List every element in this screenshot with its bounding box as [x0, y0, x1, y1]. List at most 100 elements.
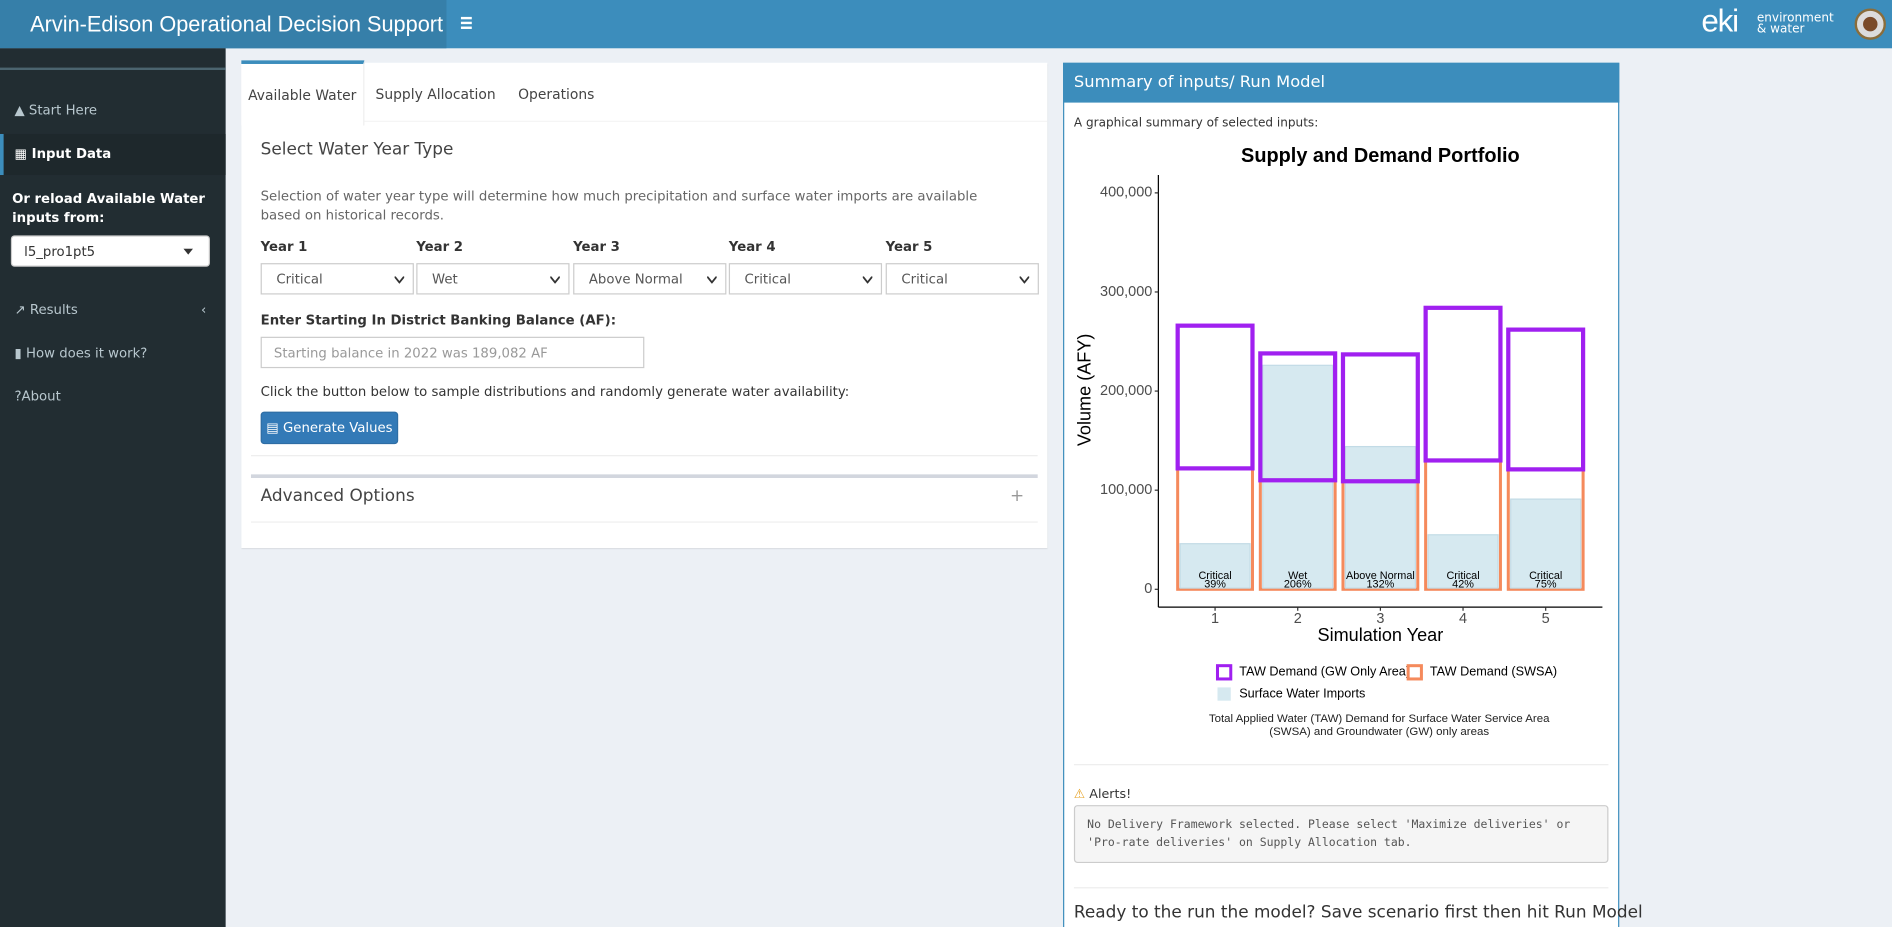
bar-imports — [1262, 364, 1334, 589]
seal — [1854, 8, 1886, 40]
x-tick-label: 3 — [1376, 611, 1384, 627]
alert-message: No Delivery Framework selected. Please s… — [1073, 805, 1609, 864]
nav-label: Input Data — [31, 146, 112, 162]
y-tick-label: 300,000 — [1100, 284, 1152, 300]
nav-item[interactable]: ▦ Input Data — [0, 133, 226, 176]
bar-percent-label: 39% — [1204, 578, 1226, 590]
nav-item[interactable]: ↗ Results ‹ — [14, 301, 207, 318]
legend-swatch — [1217, 687, 1231, 701]
summary-box — [1063, 62, 1620, 927]
rule — [250, 455, 1038, 457]
caret — [1019, 276, 1030, 284]
legend-label: TAW Demand (GW Only Area) — [1239, 665, 1410, 679]
nav-item[interactable]: ▲ Start Here — [14, 102, 98, 119]
bar-percent-label: 42% — [1452, 578, 1474, 590]
bar-imports — [1179, 543, 1251, 589]
run-text: Ready to the run the model? Save scenari… — [1073, 902, 1643, 923]
year-select[interactable]: Critical — [260, 263, 414, 295]
caret — [394, 276, 405, 284]
logo-line: environment — [1756, 12, 1834, 26]
menu-toggle[interactable] — [460, 16, 474, 30]
bar-gw — [1340, 352, 1420, 484]
legend-swatch — [1215, 664, 1233, 681]
description: Selection of water year type will determ… — [260, 188, 978, 224]
tab-active[interactable]: Available Water — [241, 60, 365, 126]
legend-label: Surface Water Imports — [1239, 686, 1365, 700]
app-title: Arvin-Edison Operational Decision Suppor… — [0, 0, 447, 49]
year-label: Year 3 — [573, 238, 620, 255]
generate-text: Click the button below to sample distrib… — [260, 383, 850, 400]
bar-type-label: Critical — [1446, 570, 1479, 582]
select-value: Critical — [901, 271, 948, 288]
select-value: l5_pro1pt5 — [24, 243, 96, 260]
nav-label: Start Here — [28, 102, 98, 119]
bar-imports — [1427, 534, 1499, 589]
input-box — [241, 62, 1048, 548]
select-value: Critical — [276, 271, 323, 288]
nav-label: About — [21, 388, 61, 405]
y-axis-label: Volume (AFY) — [1075, 334, 1095, 447]
x-tick-label: 2 — [1294, 611, 1302, 627]
bar-percent-label: 75% — [1535, 578, 1557, 590]
chart: Supply and Demand Portfolio 0 100,000 200,0… — [1075, 145, 1603, 701]
chart-title: Supply and Demand Portfolio — [1241, 145, 1520, 167]
y-tick-label: 200,000 — [1100, 383, 1152, 399]
summary-title: Summary of inputs/ Run Model — [1063, 62, 1620, 103]
balance-input[interactable]: Starting balance in 2022 was 189,082 AF — [260, 336, 645, 369]
bar-type-label: Wet — [1288, 570, 1307, 582]
nav-label: Results — [29, 301, 78, 318]
caret — [862, 276, 873, 284]
tab[interactable]: Operations — [518, 85, 595, 103]
y-tick-label: 0 — [1144, 581, 1152, 597]
section-heading: Select Water Year Type — [260, 140, 454, 160]
y-tick-label: 400,000 — [1100, 185, 1152, 201]
nav-item[interactable]: ?About — [14, 388, 61, 405]
bar-gw — [1423, 305, 1503, 463]
rule — [1073, 764, 1609, 766]
bar-gw — [1506, 327, 1586, 472]
advanced-toggle[interactable]: + — [1009, 486, 1025, 506]
generate-button[interactable]: ▤ Generate Values — [260, 411, 399, 445]
x-tick-label: 4 — [1459, 611, 1467, 627]
year-label: Year 4 — [728, 238, 776, 255]
year-label: Year 1 — [260, 238, 308, 255]
caret — [707, 276, 717, 284]
nav-item[interactable]: ▮ How does it work? — [14, 345, 148, 361]
bar-imports — [1344, 445, 1416, 589]
x-axis-label: Simulation Year — [1318, 625, 1444, 645]
select-value: Critical — [744, 271, 791, 288]
bar-type-label: Critical — [1529, 570, 1562, 582]
legend-swatch — [1406, 664, 1423, 681]
reload-label: Or reload Available Water inputs from: — [12, 190, 205, 226]
reload-select[interactable]: l5_pro1pt5 — [10, 235, 210, 267]
advanced-panel[interactable] — [250, 474, 1038, 523]
x-tick-label: 1 — [1211, 611, 1219, 627]
legend-label: TAW Demand (SWSA) — [1430, 665, 1557, 679]
alerts-title: ⚠ Alerts! — [1073, 786, 1132, 802]
bar-imports — [1510, 498, 1582, 589]
bar-gw — [1258, 351, 1338, 483]
logo: eki — [1701, 2, 1739, 39]
nav-label: How does it work? — [26, 345, 148, 361]
tab-rule — [241, 120, 1048, 122]
year-select[interactable]: Wet — [416, 263, 570, 295]
year-label: Year 5 — [885, 238, 933, 255]
year-label: Year 2 — [416, 238, 464, 255]
year-select[interactable]: Above Normal — [573, 263, 727, 295]
year-select[interactable]: Critical — [728, 263, 883, 295]
rule — [1073, 887, 1609, 889]
sidebar — [0, 48, 226, 927]
year-select[interactable]: Critical — [885, 263, 1039, 295]
sidebar-divider — [0, 67, 226, 71]
select-value: Wet — [431, 271, 458, 288]
bar-percent-label: 206% — [1284, 578, 1312, 590]
bar-type-label: Critical — [1198, 570, 1231, 582]
tab[interactable]: Supply Allocation — [375, 85, 496, 103]
button-label: Generate Values — [282, 420, 393, 436]
select-value: Above Normal — [588, 271, 683, 288]
alerts-label: Alerts! — [1089, 786, 1132, 802]
balance-label: Enter Starting In District Banking Balan… — [260, 312, 617, 329]
